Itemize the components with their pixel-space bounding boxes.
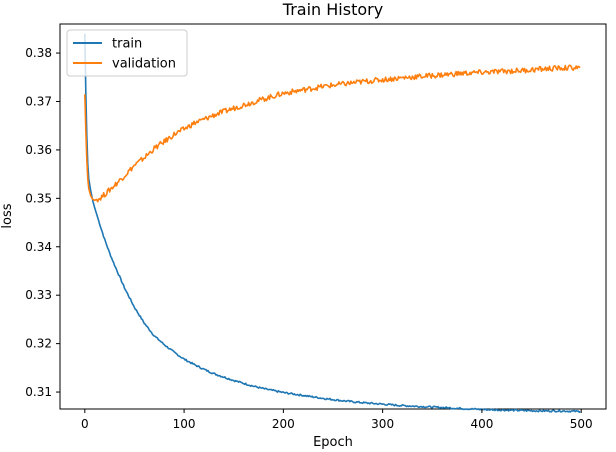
series-line-train: [84, 33, 581, 414]
y-tick-label: 0.35: [25, 191, 52, 205]
y-axis-ticks: 0.31 0.32 0.33 0.34 0.35 0.36 0.37 0.38: [25, 46, 60, 399]
series-line-validation: [84, 64, 581, 203]
y-tick-label: 0.34: [25, 240, 52, 254]
x-tick-label: 300: [371, 417, 394, 431]
x-tick-label: 200: [272, 417, 295, 431]
x-axis-ticks: 0 100 200 300 400 500: [81, 409, 593, 431]
legend-box: [66, 29, 188, 77]
x-tick-label: 0: [81, 417, 89, 431]
y-tick-label: 0.36: [25, 143, 52, 157]
chart-title: Train History: [282, 0, 383, 19]
y-axis-label: loss: [0, 203, 15, 228]
x-tick-label: 100: [173, 417, 196, 431]
legend: train validation: [66, 29, 188, 77]
lines-layer: [84, 33, 581, 414]
y-tick-label: 0.32: [25, 337, 52, 351]
x-tick-label: 500: [570, 417, 593, 431]
y-tick-label: 0.37: [25, 94, 52, 108]
y-tick-label: 0.38: [25, 46, 52, 60]
legend-label-train: train: [112, 37, 142, 52]
x-axis-label: Epoch: [313, 435, 353, 450]
legend-label-validation: validation: [112, 57, 176, 72]
y-tick-label: 0.33: [25, 288, 52, 302]
x-tick-label: 400: [470, 417, 493, 431]
plot-frame: [59, 23, 607, 410]
y-tick-label: 0.31: [25, 385, 52, 399]
